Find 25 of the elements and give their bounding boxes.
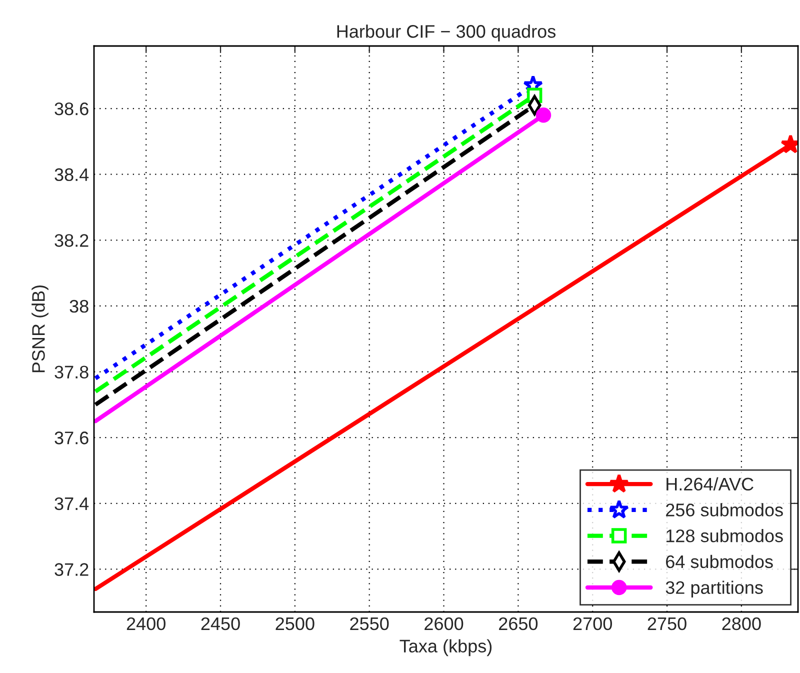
- y-tick-label: 37.4: [54, 497, 89, 510]
- y-tick-label: 38.2: [54, 234, 88, 247]
- x-tick-label: 2700: [573, 617, 612, 630]
- y-tick-label: 37.8: [54, 366, 88, 378]
- y-tick-label: 37.2: [54, 563, 88, 576]
- x-tick-label: 2400: [126, 617, 166, 630]
- y-tick-label: 38.6: [54, 102, 88, 116]
- legend-label: 256 submodos: [666, 503, 783, 516]
- x-tick-label: 2600: [424, 617, 464, 630]
- legend-label: H.264/AVC: [666, 477, 754, 491]
- x-tick-label: 2800: [722, 617, 761, 630]
- chart-title: Harbour CIF − 300 quadros: [337, 24, 556, 42]
- y-tick-label: 38.4: [54, 168, 89, 182]
- legend-label: 128 submodos: [666, 529, 783, 542]
- x-axis-title: Taxa (kbps): [400, 639, 492, 656]
- x-tick-label: 2500: [276, 617, 314, 630]
- y-tick-label: 37.6: [54, 432, 88, 444]
- x-tick-label: 2650: [499, 617, 538, 630]
- legend-label: 64 submodos: [666, 554, 773, 568]
- x-tick-label: 2550: [350, 617, 389, 630]
- y-tick-label: 38: [70, 300, 88, 313]
- y-axis-title: PSNR (dB): [32, 285, 48, 372]
- x-tick-label: 2750: [648, 617, 686, 630]
- legend-label: 32 partitions: [666, 580, 763, 598]
- x-tick-label: 2450: [201, 617, 240, 630]
